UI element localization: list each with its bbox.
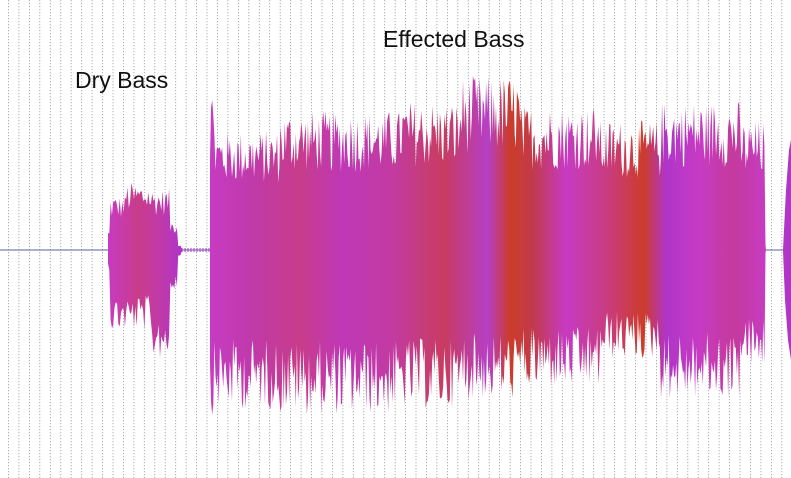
dry-bass-waveform (108, 182, 210, 358)
dry-bass-waveform-shape (108, 182, 182, 358)
effected-bass-label: Effected Bass (383, 26, 525, 52)
effected-bass-waveform-shape (210, 75, 766, 415)
effected-bass-waveform (210, 75, 791, 415)
effected-bass-waveform-edge (783, 140, 791, 360)
dry-bass-label: Dry Bass (75, 67, 169, 93)
